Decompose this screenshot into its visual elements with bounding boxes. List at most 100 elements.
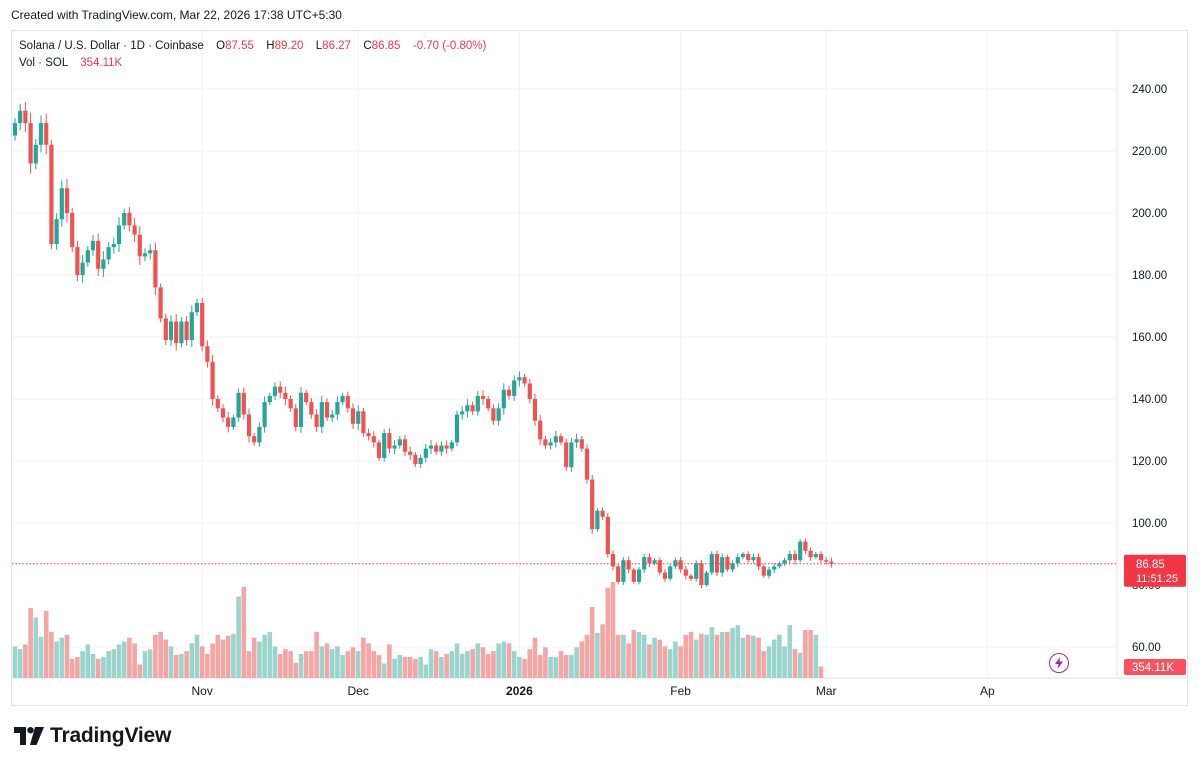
- candle-body[interactable]: [772, 566, 777, 570]
- candle-body[interactable]: [496, 408, 501, 421]
- candle-body[interactable]: [408, 451, 413, 455]
- candle-body[interactable]: [257, 426, 262, 443]
- candle-body[interactable]: [96, 240, 101, 269]
- candle-body[interactable]: [491, 408, 496, 421]
- candle-body[interactable]: [382, 433, 387, 458]
- candle-body[interactable]: [662, 572, 668, 579]
- candle-body[interactable]: [340, 395, 345, 403]
- candle-body[interactable]: [387, 433, 392, 449]
- candle-body[interactable]: [127, 213, 132, 226]
- candle-body[interactable]: [673, 560, 678, 567]
- candle-body[interactable]: [272, 386, 278, 396]
- candle-body[interactable]: [730, 563, 735, 570]
- candle-body[interactable]: [668, 566, 673, 579]
- candle-body[interactable]: [631, 569, 636, 582]
- candle-body[interactable]: [90, 240, 96, 251]
- candle-body[interactable]: [610, 554, 616, 567]
- candle-body[interactable]: [813, 554, 818, 558]
- candle-body[interactable]: [818, 554, 824, 561]
- candle-body[interactable]: [621, 560, 626, 582]
- candle-body[interactable]: [590, 479, 595, 530]
- candle-body[interactable]: [605, 516, 610, 554]
- candle-body[interactable]: [137, 234, 142, 257]
- candle-body[interactable]: [798, 541, 803, 561]
- candle-body[interactable]: [397, 439, 402, 446]
- candle-body[interactable]: [470, 405, 475, 412]
- candle-body[interactable]: [356, 411, 361, 424]
- candle-body[interactable]: [215, 399, 220, 409]
- candle-body[interactable]: [418, 457, 423, 465]
- candle-body[interactable]: [444, 445, 449, 449]
- candle-body[interactable]: [803, 541, 808, 551]
- candle-body[interactable]: [59, 188, 64, 220]
- candle-body[interactable]: [324, 402, 330, 418]
- candle-body[interactable]: [808, 550, 813, 558]
- candle-body[interactable]: [454, 414, 460, 443]
- candle-body[interactable]: [163, 318, 168, 341]
- candle-body[interactable]: [283, 392, 288, 399]
- candle-body[interactable]: [309, 402, 314, 415]
- candle-body[interactable]: [252, 436, 257, 443]
- candle-body[interactable]: [158, 287, 163, 319]
- candle-body[interactable]: [517, 377, 522, 381]
- candle-body[interactable]: [246, 414, 252, 437]
- candle-body[interactable]: [392, 445, 397, 449]
- candle-body[interactable]: [184, 321, 189, 341]
- candle-body[interactable]: [636, 569, 642, 582]
- tradingview-logo[interactable]: TradingView: [14, 724, 171, 748]
- candle-body[interactable]: [298, 392, 304, 427]
- candle-body[interactable]: [824, 560, 829, 562]
- candle-body[interactable]: [740, 554, 746, 558]
- candle-body[interactable]: [512, 380, 517, 396]
- candle-body[interactable]: [538, 420, 543, 440]
- candle-body[interactable]: [122, 213, 127, 226]
- symbol-title[interactable]: Solana / U.S. Dollar · 1D · Coinbase: [19, 40, 204, 52]
- candle-body[interactable]: [226, 417, 231, 427]
- candle-body[interactable]: [657, 560, 662, 573]
- candle-body[interactable]: [475, 395, 480, 412]
- candle-body[interactable]: [28, 123, 33, 164]
- candle-body[interactable]: [480, 395, 486, 399]
- candle-body[interactable]: [371, 436, 376, 443]
- candle-body[interactable]: [49, 144, 54, 244]
- candle-body[interactable]: [350, 408, 356, 424]
- candle-body[interactable]: [345, 395, 350, 409]
- candle-body[interactable]: [330, 414, 335, 418]
- candle-body[interactable]: [584, 448, 590, 480]
- candle-body[interactable]: [434, 445, 439, 452]
- candle-body[interactable]: [761, 566, 766, 576]
- candle-body[interactable]: [486, 399, 491, 409]
- candle-body[interactable]: [527, 383, 532, 400]
- candle-body[interactable]: [80, 262, 85, 275]
- candle-body[interactable]: [278, 386, 283, 393]
- candle-body[interactable]: [314, 414, 319, 427]
- candle-body[interactable]: [376, 442, 382, 458]
- candle-body[interactable]: [64, 188, 70, 213]
- candle-body[interactable]: [579, 439, 584, 449]
- candle-body[interactable]: [678, 560, 683, 570]
- candle-body[interactable]: [647, 557, 652, 564]
- candle-body[interactable]: [288, 399, 293, 409]
- candle-body[interactable]: [506, 389, 512, 396]
- candle-body[interactable]: [189, 312, 194, 341]
- candle-body[interactable]: [304, 392, 309, 403]
- candle-body[interactable]: [116, 225, 122, 244]
- candle-body[interactable]: [460, 411, 465, 415]
- candle-body[interactable]: [735, 557, 740, 564]
- candle-body[interactable]: [694, 563, 699, 579]
- candle-body[interactable]: [220, 408, 226, 418]
- candle-body[interactable]: [111, 244, 116, 248]
- candle-body[interactable]: [33, 144, 38, 164]
- candle-body[interactable]: [101, 259, 106, 269]
- candle-body[interactable]: [829, 561, 834, 564]
- candle-body[interactable]: [564, 442, 569, 468]
- candle-body[interactable]: [293, 408, 298, 427]
- candle-body[interactable]: [720, 557, 725, 573]
- candle-body[interactable]: [44, 123, 49, 145]
- candle-body[interactable]: [642, 557, 647, 570]
- candle-body[interactable]: [106, 247, 111, 260]
- candle-body[interactable]: [200, 302, 205, 347]
- candle-body[interactable]: [616, 566, 621, 582]
- candle-body[interactable]: [600, 510, 605, 517]
